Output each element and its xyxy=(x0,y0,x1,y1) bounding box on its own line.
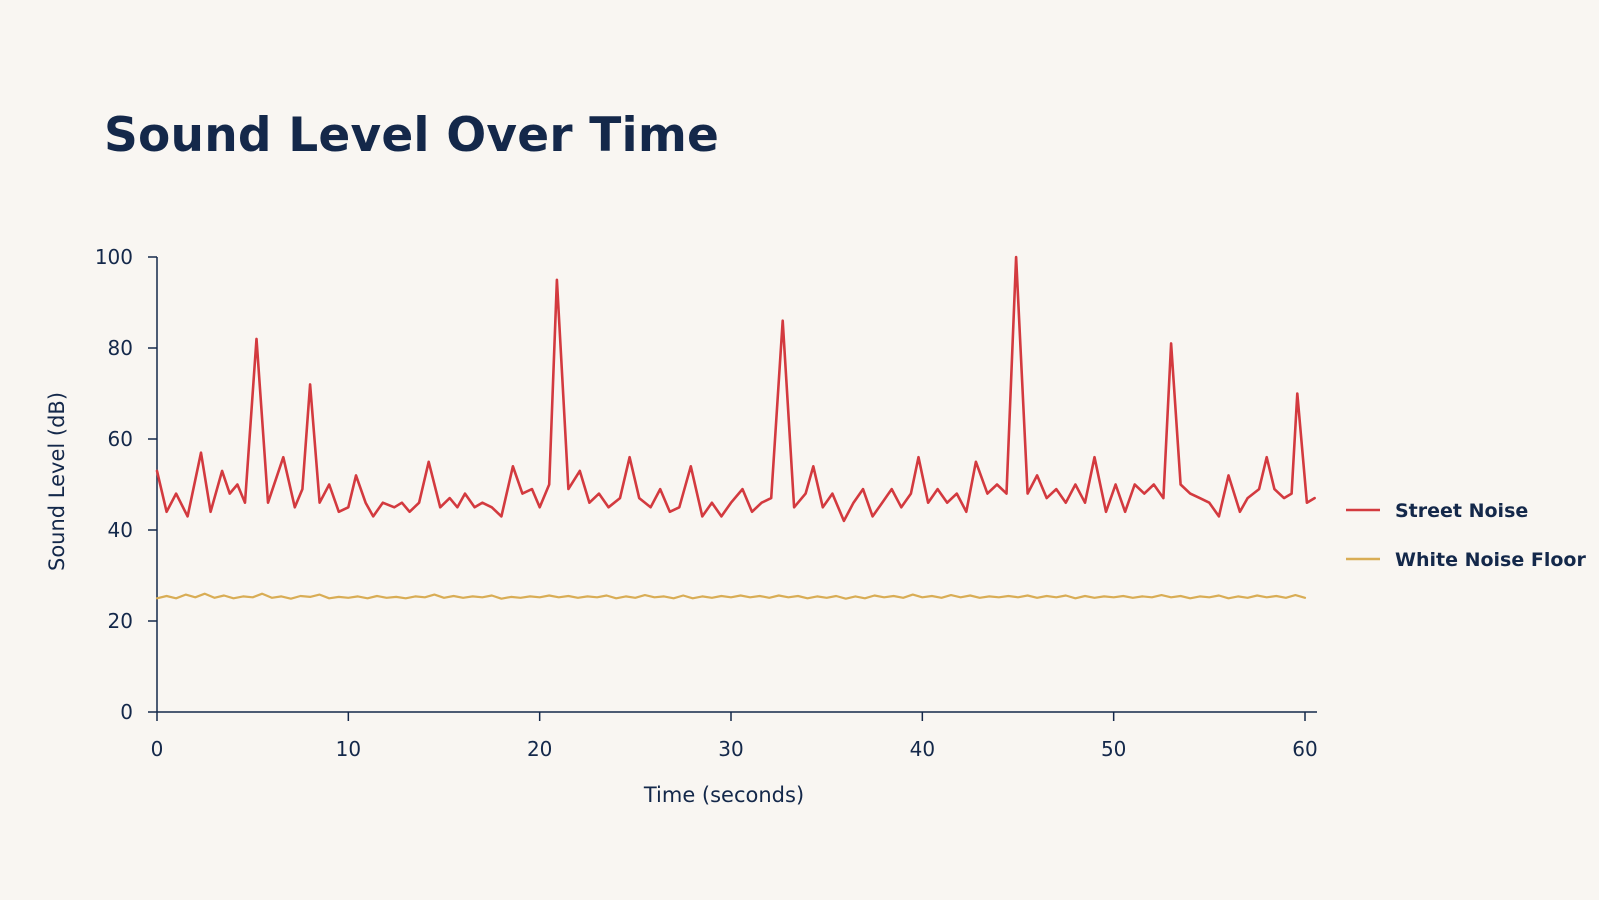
x-tick-label: 60 xyxy=(1292,737,1317,761)
y-tick-label: 20 xyxy=(108,609,133,633)
y-tick-label: 60 xyxy=(108,427,133,451)
y-axis-title: Sound Level (dB) xyxy=(45,392,69,571)
x-tick-label: 20 xyxy=(527,737,552,761)
x-tick-label: 10 xyxy=(336,737,361,761)
x-tick-label: 50 xyxy=(1101,737,1126,761)
legend-label: Street Noise xyxy=(1395,500,1528,522)
x-tick-label: 40 xyxy=(910,737,935,761)
x-axis-title: Time (seconds) xyxy=(643,783,804,807)
y-tick-label: 80 xyxy=(108,336,133,360)
axes: 0 20 40 60 80 100 0 10 20 30 40 50 60 xyxy=(95,245,1318,761)
series-line-street-noise xyxy=(155,255,1316,523)
legend-label: White Noise Floor xyxy=(1395,549,1586,571)
series-line-white-noise-floor xyxy=(155,592,1307,600)
chart-title: Sound Level Over Time xyxy=(104,108,720,163)
x-tick-label: 30 xyxy=(718,737,743,761)
y-tick-label: 100 xyxy=(95,245,133,269)
y-tick-label: 40 xyxy=(108,518,133,542)
series-layer xyxy=(155,255,1316,600)
y-tick-label: 0 xyxy=(120,700,133,724)
x-tick-label: 0 xyxy=(151,737,164,761)
legend: Street Noise White Noise Floor xyxy=(1346,500,1586,571)
